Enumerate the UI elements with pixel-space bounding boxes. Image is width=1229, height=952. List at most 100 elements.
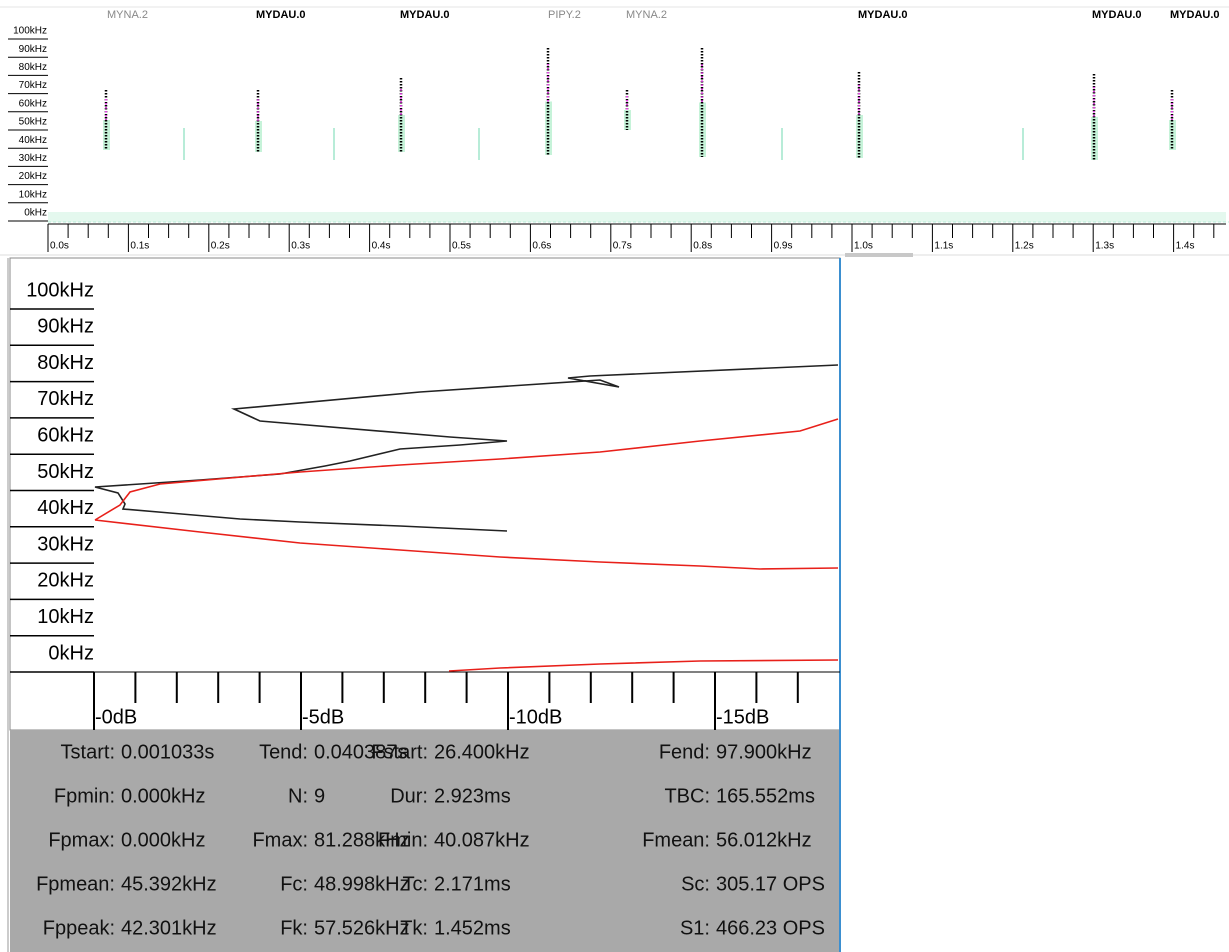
- detail-frequency-label: 0kHz: [48, 642, 94, 664]
- measurement-value: 1.452ms: [434, 917, 511, 939]
- time-label: 1.3s: [1095, 241, 1114, 252]
- species-label: MYDAU.0: [1170, 9, 1220, 21]
- red-curve-upper: [94, 418, 839, 521]
- measurement-value: 2.923ms: [434, 785, 511, 807]
- top-frequency-label: 100kHz: [13, 26, 47, 37]
- measurement-label: Fpmax:: [48, 829, 115, 851]
- time-label: 0.1s: [130, 241, 149, 252]
- call-glow: [545, 101, 552, 155]
- measurement-label: TBC:: [664, 785, 710, 807]
- detail-frequency-label: 60kHz: [37, 424, 94, 446]
- top-frequency-label: 70kHz: [19, 80, 47, 91]
- noise-band: [48, 212, 1226, 222]
- top-frequency-label: 40kHz: [19, 135, 47, 146]
- detail-frequency-label: 30kHz: [37, 533, 94, 555]
- measurement-value: 26.400kHz: [434, 741, 530, 763]
- time-label: 0.5s: [452, 241, 471, 252]
- time-label: 1.1s: [934, 241, 953, 252]
- time-label: 0.8s: [693, 241, 712, 252]
- measurement-label: Fppeak:: [43, 917, 115, 939]
- detail-frequency-label: 90kHz: [37, 316, 94, 338]
- measurement-label: Fmin:: [378, 829, 428, 851]
- species-label: MYDAU.0: [858, 9, 908, 21]
- detail-frame: [9, 257, 841, 731]
- measurement-value: 0.040387s: [314, 741, 407, 763]
- measurement-label: Tk:: [400, 917, 428, 939]
- species-label: MYDAU.0: [256, 9, 306, 21]
- time-label: 0.6s: [532, 241, 551, 252]
- db-label: -5dB: [302, 706, 344, 728]
- measurement-value: 0.000kHz: [121, 785, 206, 807]
- top-frequency-label: 10kHz: [19, 189, 47, 200]
- measurement-value: 9: [314, 785, 325, 807]
- measurement-value: 42.301kHz: [121, 917, 217, 939]
- species-label: MYNA.2: [107, 9, 148, 21]
- time-label: 0.3s: [291, 241, 310, 252]
- top-frequency-label: 60kHz: [19, 98, 47, 109]
- scrollbar-thumb[interactable]: [845, 253, 913, 257]
- species-label: MYDAU.0: [400, 9, 450, 21]
- measurement-label: Dur:: [390, 785, 428, 807]
- detail-frequency-label: 10kHz: [37, 606, 94, 628]
- measurement-label: Fpmean:: [36, 873, 115, 895]
- time-label: 0.9s: [774, 241, 793, 252]
- measurement-value: 48.998kHz: [314, 873, 410, 895]
- top-frequency-label: 20kHz: [19, 171, 47, 182]
- measurement-label: Fpmin:: [54, 785, 115, 807]
- measurement-label: Sc:: [681, 873, 710, 895]
- measurement-value: 45.392kHz: [121, 873, 217, 895]
- detail-frequency-label: 80kHz: [37, 352, 94, 374]
- detail-frequency-label: 20kHz: [37, 570, 94, 592]
- measurement-panel: [10, 730, 839, 952]
- measurement-value: 57.526kHz: [314, 917, 410, 939]
- time-label: 0.0s: [50, 241, 69, 252]
- measurement-value: 466.23 OPS: [716, 917, 825, 939]
- measurement-value: 81.288kHz: [314, 829, 410, 851]
- time-label: 0.7s: [613, 241, 632, 252]
- measurement-label: Tstart:: [61, 741, 115, 763]
- measurement-value: 2.171ms: [434, 873, 511, 895]
- db-label: -15dB: [716, 706, 769, 728]
- measurement-value: 0.000kHz: [121, 829, 206, 851]
- measurement-value: 97.900kHz: [716, 741, 812, 763]
- top-frequency-label: 0kHz: [24, 208, 47, 219]
- time-label: 1.0s: [854, 241, 873, 252]
- measurement-value: 56.012kHz: [716, 829, 812, 851]
- detail-frequency-label: 100kHz: [26, 279, 94, 301]
- red-curve-lower: [94, 519, 839, 570]
- species-label: MYDAU.0: [1092, 9, 1142, 21]
- top-frequency-label: 30kHz: [19, 153, 47, 164]
- measurement-label: Fk:: [280, 917, 308, 939]
- detail-frequency-label: 70kHz: [37, 388, 94, 410]
- measurement-label: Fc:: [280, 873, 308, 895]
- top-frequency-label: 90kHz: [19, 44, 47, 55]
- species-label: MYNA.2: [626, 9, 667, 21]
- measurement-label: Tc:: [402, 873, 428, 895]
- black-curve: [94, 364, 839, 532]
- top-frequency-label: 50kHz: [19, 117, 47, 128]
- db-label: -0dB: [95, 706, 137, 728]
- red-curve-bottom: [448, 659, 839, 672]
- time-label: 0.2s: [211, 241, 230, 252]
- measurement-value: 165.552ms: [716, 785, 815, 807]
- detail-frequency-label: 40kHz: [37, 497, 94, 519]
- measurement-label: Fstart:: [371, 741, 428, 763]
- measurement-label: Tend:: [259, 741, 308, 763]
- time-label: 0.4s: [372, 241, 391, 252]
- measurement-label: S1:: [680, 917, 710, 939]
- measurement-label: N:: [288, 785, 308, 807]
- time-label: 1.4s: [1176, 241, 1195, 252]
- measurement-value: 40.087kHz: [434, 829, 530, 851]
- measurement-label: Fmax:: [252, 829, 308, 851]
- species-label: PIPY.2: [548, 9, 581, 21]
- measurement-label: Fmean:: [642, 829, 710, 851]
- db-label: -10dB: [509, 706, 562, 728]
- measurement-value: 0.001033s: [121, 741, 214, 763]
- measurement-label: Fend:: [659, 741, 710, 763]
- detail-frequency-label: 50kHz: [37, 461, 94, 483]
- top-frequency-label: 80kHz: [19, 62, 47, 73]
- time-label: 1.2s: [1015, 241, 1034, 252]
- measurement-value: 305.17 OPS: [716, 873, 825, 895]
